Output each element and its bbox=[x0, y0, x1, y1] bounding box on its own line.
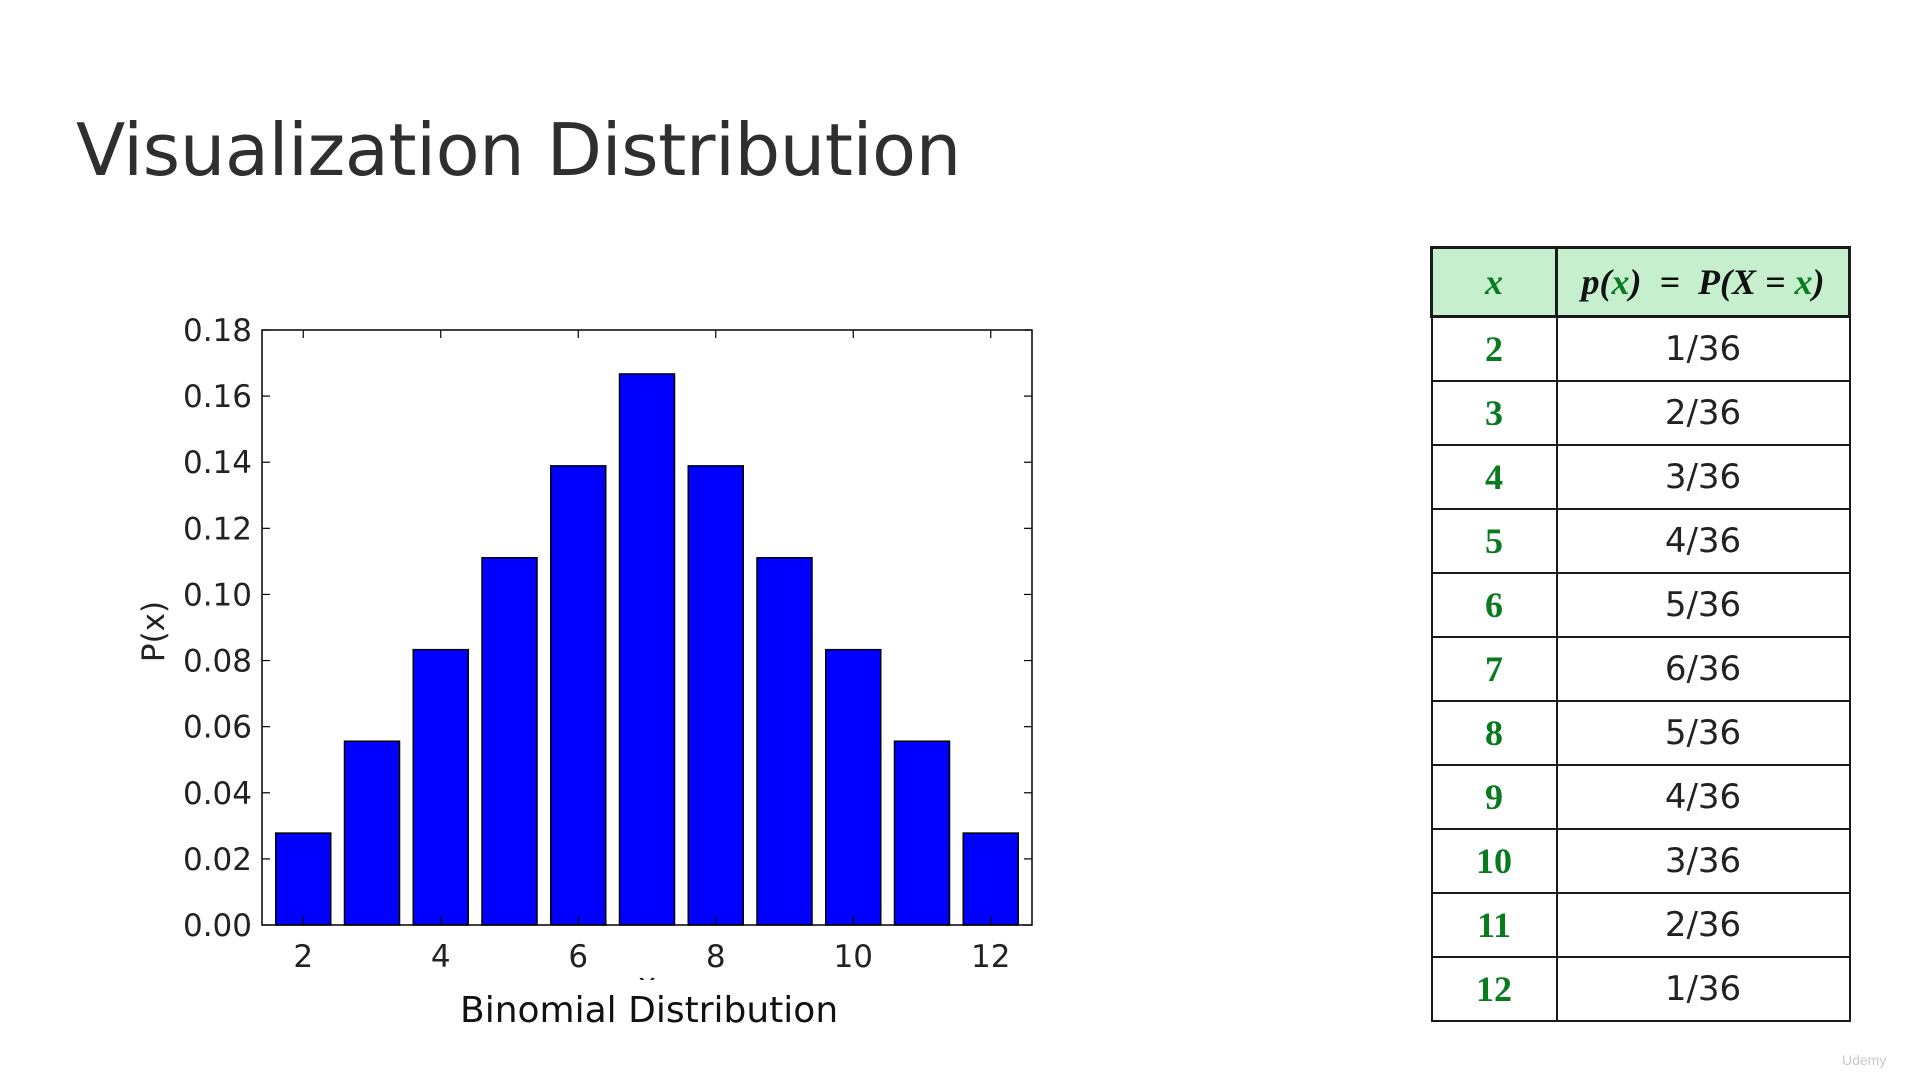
slide-title: Visualization Distribution bbox=[76, 108, 961, 192]
table-row: 7 6/36 bbox=[1430, 636, 1851, 702]
cell-x: 11 bbox=[1430, 892, 1558, 958]
cell-probability: 1/36 bbox=[1555, 315, 1851, 382]
cell-x: 12 bbox=[1430, 956, 1558, 1022]
bar-x-12 bbox=[962, 832, 1019, 926]
bar-x-2 bbox=[275, 832, 332, 926]
table-row: 9 4/36 bbox=[1430, 764, 1851, 830]
table-row: 5 4/36 bbox=[1430, 508, 1851, 574]
y-tick-label: 0.14 bbox=[183, 445, 252, 481]
y-tick-label: 0.04 bbox=[183, 776, 252, 812]
y-axis-label: P(x) bbox=[136, 601, 172, 662]
cell-x: 3 bbox=[1430, 380, 1558, 446]
cell-probability: 4/36 bbox=[1555, 764, 1851, 830]
chart-caption: Binomial Distribution bbox=[460, 990, 839, 1031]
cell-probability: 1/36 bbox=[1555, 956, 1851, 1022]
cell-probability: 5/36 bbox=[1555, 572, 1851, 638]
table-row: 8 5/36 bbox=[1430, 700, 1851, 766]
header-probability: p(x) = P(X = x) bbox=[1555, 246, 1851, 318]
cell-probability: 4/36 bbox=[1555, 508, 1851, 574]
table-row: 4 3/36 bbox=[1430, 444, 1851, 510]
table-row: 2 1/36 bbox=[1430, 315, 1851, 382]
bar-x-9 bbox=[756, 557, 813, 926]
cell-probability: 2/36 bbox=[1555, 892, 1851, 958]
table-row: 3 2/36 bbox=[1430, 380, 1851, 446]
x-tick-label: 6 bbox=[568, 939, 588, 975]
cell-probability: 6/36 bbox=[1555, 636, 1851, 702]
table-row: 10 3/36 bbox=[1430, 828, 1851, 894]
x-axis-label: x bbox=[638, 967, 656, 980]
y-tick-label: 0.12 bbox=[183, 511, 252, 547]
header-x: x bbox=[1430, 246, 1558, 318]
bar-chart: 0.00 0.02 0.04 0.06 0.08 0.10 0.12 0.14 0.16 0.18… bbox=[136, 313, 1033, 980]
bar-x-7 bbox=[618, 373, 676, 926]
bar-x-3 bbox=[343, 740, 401, 926]
bar-x-6 bbox=[550, 465, 607, 926]
cell-probability: 2/36 bbox=[1555, 380, 1851, 446]
x-tick-label: 2 bbox=[293, 939, 313, 975]
x-tick-label: 4 bbox=[431, 939, 451, 975]
cell-x: 4 bbox=[1430, 444, 1558, 510]
cell-x: 10 bbox=[1430, 828, 1558, 894]
cell-probability: 3/36 bbox=[1555, 828, 1851, 894]
cell-x: 9 bbox=[1430, 764, 1558, 830]
cell-x: 2 bbox=[1430, 315, 1558, 382]
y-tick-label: 0.00 bbox=[183, 908, 252, 944]
pmf-table: x p(x) = P(X = x) 2 1/36 3 2/36 4 3/36 5 4/36 6 5… bbox=[1430, 246, 1851, 1022]
cell-probability: 3/36 bbox=[1555, 444, 1851, 510]
cell-probability: 5/36 bbox=[1555, 700, 1851, 766]
bar-x-5 bbox=[481, 557, 538, 926]
cell-x: 7 bbox=[1430, 636, 1558, 702]
udemy-watermark: Udemy bbox=[1842, 1052, 1887, 1068]
bar-x-8 bbox=[687, 465, 744, 926]
cell-x: 8 bbox=[1430, 700, 1558, 766]
bar-x-10 bbox=[825, 648, 882, 926]
x-tick-label: 10 bbox=[834, 939, 873, 975]
table-header-row: x p(x) = P(X = x) bbox=[1430, 246, 1851, 318]
y-tick-label: 0.18 bbox=[183, 313, 252, 349]
table-row: 6 5/36 bbox=[1430, 572, 1851, 638]
y-tick-label: 0.02 bbox=[183, 842, 252, 878]
plot-frame bbox=[261, 329, 1033, 926]
x-tick-label: 8 bbox=[706, 939, 726, 975]
table-row: 12 1/36 bbox=[1430, 956, 1851, 1022]
bar-x-11 bbox=[893, 740, 951, 926]
y-tick-label: 0.08 bbox=[183, 644, 252, 680]
y-tick-label: 0.06 bbox=[183, 710, 252, 746]
bar-x-4 bbox=[412, 648, 469, 926]
y-tick-label: 0.10 bbox=[183, 577, 252, 613]
cell-x: 5 bbox=[1430, 508, 1558, 574]
cell-x: 6 bbox=[1430, 572, 1558, 638]
x-tick-label: 12 bbox=[971, 939, 1010, 975]
table-row: 11 2/36 bbox=[1430, 892, 1851, 958]
y-tick-label: 0.16 bbox=[183, 379, 252, 415]
